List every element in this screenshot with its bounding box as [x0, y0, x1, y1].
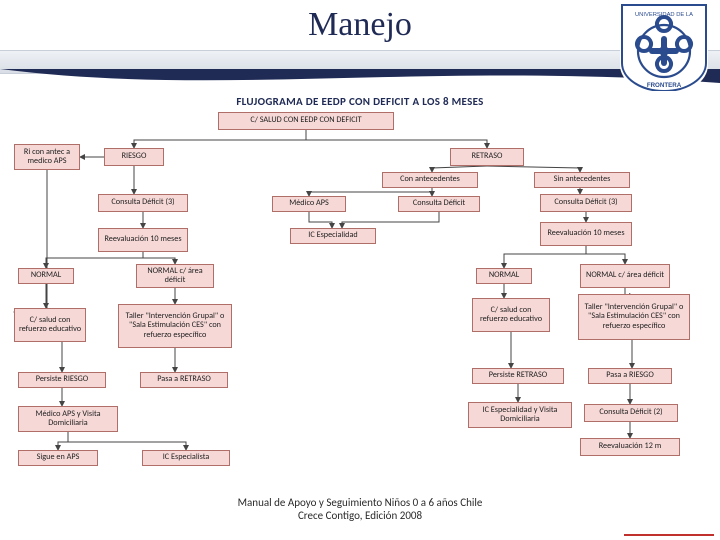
flow-node-icespec: IC Especialidad [290, 228, 376, 244]
flow-node-top: C/ SALUD CON EEDP CON DEFICIT [218, 112, 394, 130]
flow-node-riesgo: RIESGO [104, 148, 164, 166]
flow-node-csaludrefl: C/ salud con refuerzo educativo [14, 308, 86, 342]
flow-node-tallerCESr: Taller "Intervención Grupal" o "Sala Est… [578, 294, 690, 340]
flow-node-reev12m: Reevaluación 12 m [580, 438, 680, 456]
flow-node-consdef3r: Consulta Déficit (3) [540, 194, 632, 212]
svg-text:FRONTERA: FRONTERA [647, 82, 682, 89]
flow-node-csaludrefr: C/ salud con refuerzo educativo [472, 298, 550, 332]
flow-node-reev10r: Reevaluación 10 meses [540, 222, 632, 246]
banner-swoosh [0, 69, 720, 87]
flow-node-normareaR: NORMAL c/ área déficit [580, 264, 670, 288]
flow-node-sigueaps: Sigue en APS [18, 450, 98, 466]
flow-node-pasaries: Pasa a RIESGO [588, 368, 672, 384]
university-logo: UNIVERSIDAD DE LA FRONTERA [618, 3, 710, 91]
flow-node-tallerCES: Taller "Intervención Grupal" o "Sala Est… [118, 304, 232, 348]
flow-node-persretr: Persiste RETRASO [472, 368, 564, 384]
flow-node-consdef3l: Consulta Déficit (3) [98, 194, 188, 212]
accent-red-line [624, 534, 714, 536]
flow-node-sinante: Sin antecedentes [534, 172, 630, 188]
footer-citation: Manual de Apoyo y Seguimiento Niños 0 a … [0, 496, 720, 522]
flow-node-retraso: RETRASO [450, 148, 524, 166]
flow-node-persries: Persiste RIESGO [18, 372, 106, 388]
diagram-title: FLUJOGRAMA DE EEDP CON DEFICIT A LOS 8 M… [0, 95, 720, 108]
footer-line-2: Crece Contigo, Edición 2008 [298, 509, 422, 522]
flow-node-normall: NORMAL [18, 268, 74, 284]
page-title: Manejo [0, 6, 720, 44]
header-banner [0, 50, 720, 74]
flow-node-riconantec: Ri con antec a medico APS [14, 144, 80, 170]
flow-node-reev10l: Reevaluación 10 meses [98, 228, 188, 252]
flow-node-medicoaps: Médico APS [272, 196, 346, 212]
flowchart: C/ SALUD CON EEDP CON DEFICIT Ri con ante… [12, 112, 708, 494]
flow-node-medvisdom: Médico APS y Visita Domiciliaria [18, 406, 118, 432]
slide: Manejo UNIVERSIDAD DE LA FRONTERA FLUJOG… [0, 0, 720, 540]
flow-node-normaread: NORMAL c/ área déficit [136, 264, 214, 288]
flow-node-conante: Con antecedentes [382, 172, 478, 188]
flow-node-normalr: NORMAL [476, 268, 532, 284]
flow-node-icespvis: IC Especialidad y Visita Domiciliaria [468, 402, 572, 428]
flow-node-consdef: Consulta Déficit [398, 196, 480, 212]
flow-node-consdef2: Consulta Déficit (2) [584, 404, 678, 422]
flow-node-icespec2: IC Especialista [142, 450, 230, 466]
flow-node-pasaretr: Pasa a RETRASO [140, 372, 228, 388]
footer-line-1: Manual de Apoyo y Seguimiento Niños 0 a … [238, 496, 483, 509]
